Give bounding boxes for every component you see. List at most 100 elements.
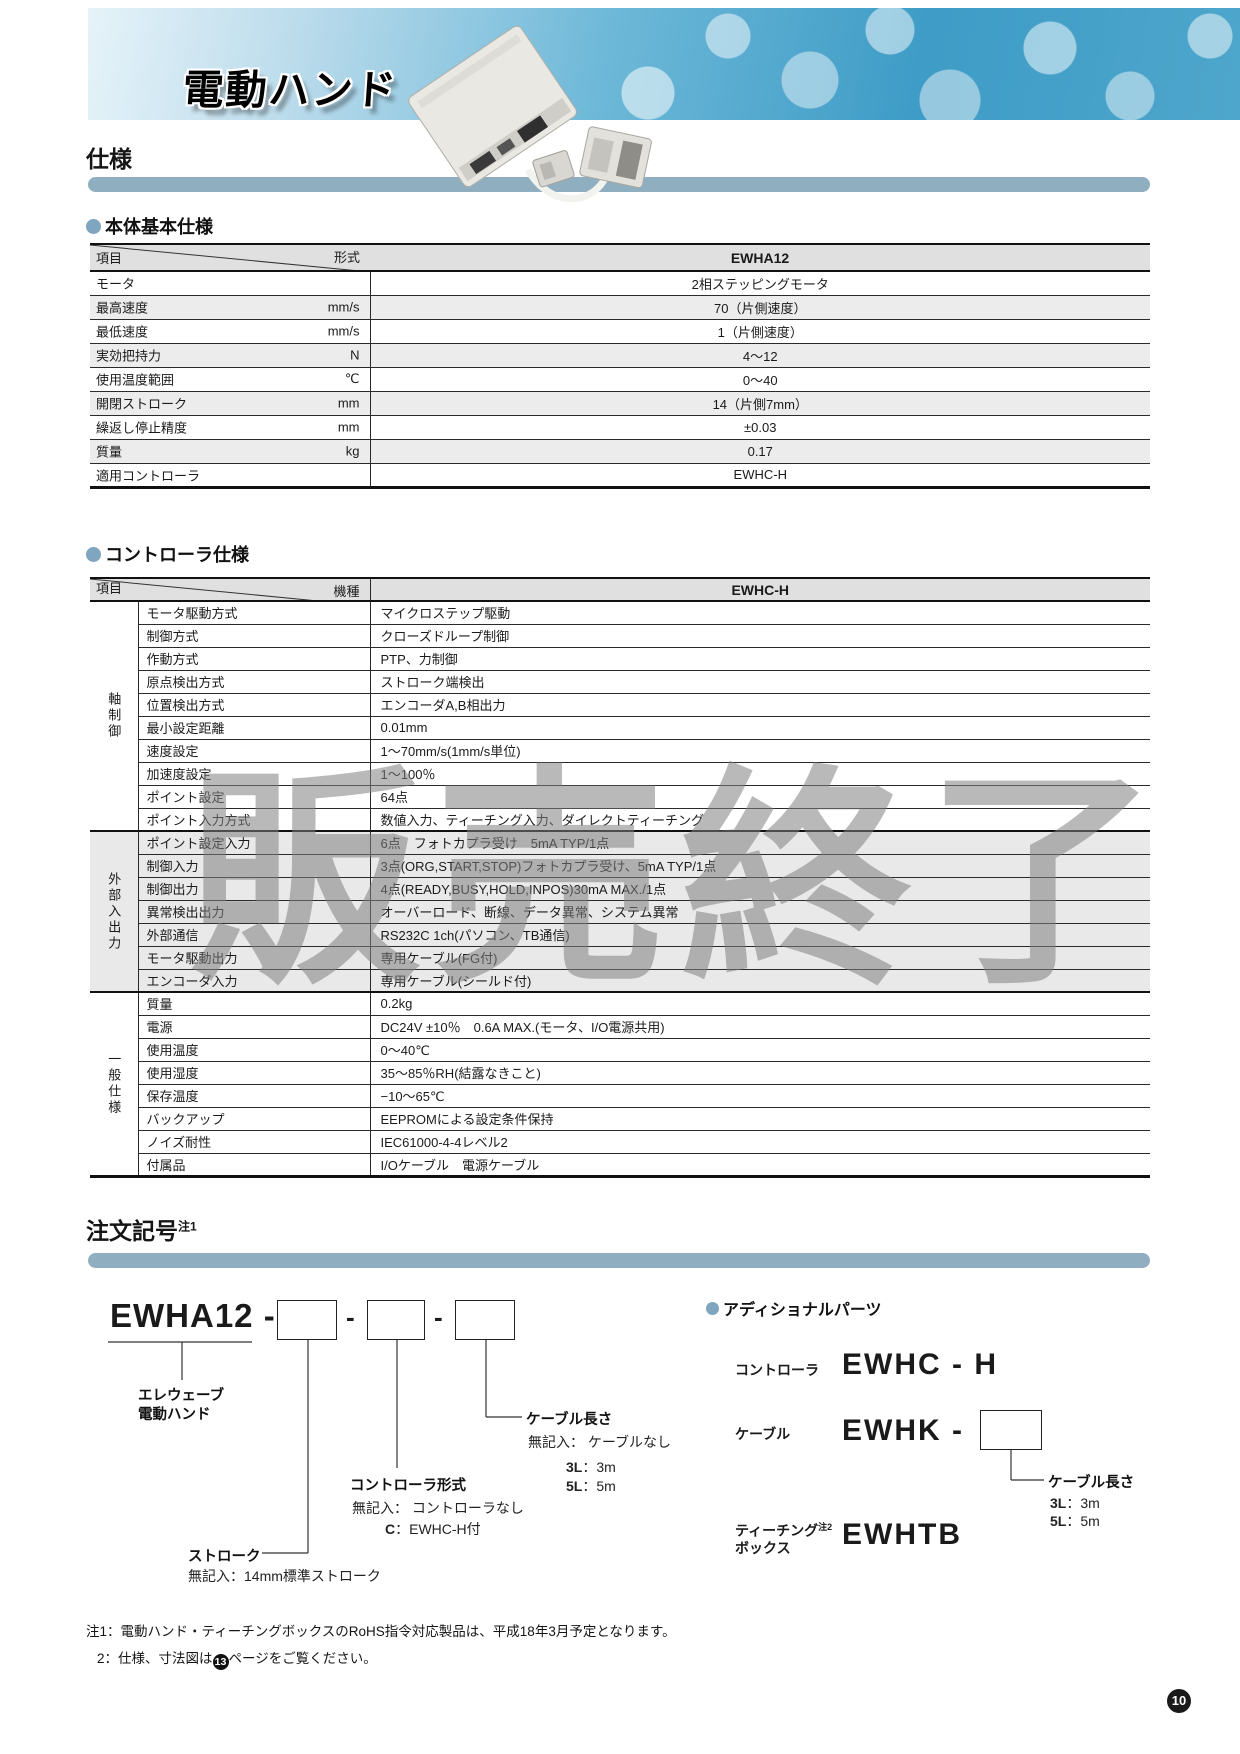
table-row: ポイント設定 64点 (90, 784, 1150, 808)
row-value: 専用ケーブル(FG付) (370, 945, 1150, 969)
cable-option-5l: 5L：5m (566, 1476, 616, 1496)
table-row: 制御出力 4点(READY,BUSY,HOLD,INPOS)30mA MAX./1… (90, 876, 1150, 900)
option-value: ： ケーブルなし (570, 1434, 672, 1450)
row-label: 最低速度 (96, 324, 149, 340)
row-label: 使用温度範囲 (96, 372, 175, 388)
controller-option-title: コントローラ形式 (350, 1478, 466, 1494)
option-value: ：5m (1066, 1513, 1100, 1529)
footnote-2: 2：仕様、寸法図は 13 ページをご覧ください。 (97, 1647, 377, 1670)
row-label: 作動方式 (138, 646, 371, 670)
order-code-heading-label: 注文記号 (86, 1218, 178, 1244)
controller-spec-heading: コントローラ仕様 (86, 541, 249, 567)
order-code-dash: - (346, 1302, 355, 1332)
ap-cable-length-box (980, 1410, 1042, 1450)
row-value: クローズドループ制御 (370, 623, 1150, 647)
row-label: ポイント入力方式 (138, 807, 371, 831)
row-value: 64点 (370, 784, 1150, 808)
stroke-option-text: 無記入：14mm標準ストローク (188, 1568, 381, 1584)
table-row: 位置検出方式 エンコーダA,B相出力 (90, 692, 1150, 716)
row-unit: N (350, 347, 360, 363)
row-label: 異常検出出力 (138, 899, 371, 923)
row-value: 1～70mm/s(1mm/s単位) (370, 738, 1150, 762)
header-banner: 電動ハンド (88, 8, 1240, 203)
row-value: マイクロステップ駆動 (370, 600, 1150, 624)
row-label: 開閉ストローク (96, 396, 188, 412)
row-value: −10～65℃ (370, 1083, 1150, 1107)
table-row: 質量 kg 0.17 (90, 438, 1150, 463)
row-value: 専用ケーブル(シールド付) (370, 968, 1150, 992)
group-label-axis: 軸制御 (90, 600, 139, 831)
order-code-heading-note: 注1 (178, 1219, 197, 1234)
row-value: ±0.03 (369, 414, 1150, 439)
table-row: 最低速度 mm/s 1（片側速度） (90, 318, 1150, 343)
table-row: 作動方式 PTP、力制御 (90, 646, 1150, 670)
additional-parts-heading: アディショナルパーツ (706, 1296, 882, 1320)
controller-spec-heading-label: コントローラ仕様 (105, 545, 249, 565)
option-key: C (385, 1521, 396, 1537)
row-value: ストローク端検出 (370, 669, 1150, 693)
row-label: 質量 (138, 991, 371, 1015)
row-label: エンコーダ入力 (138, 968, 371, 992)
basic-spec-heading: 本体基本仕様 (86, 213, 213, 239)
row-value: IEC61000-4-4レベル2 (370, 1129, 1150, 1153)
table-row: 外部入出力 ポイント設定入力 6点 フォトカプラ受け 5mA TYP/1点 (90, 830, 1150, 992)
basic-spec-heading-label: 本体基本仕様 (105, 217, 213, 237)
row-label: 使用湿度 (138, 1060, 371, 1084)
table-row: 一般仕様 質量 0.2kg (90, 991, 1150, 1176)
row-value: PTP、力制御 (370, 646, 1150, 670)
header-item-cell: 項目 形式 (90, 244, 370, 272)
option-value: ：5m (582, 1478, 616, 1494)
ap-cable-label: ケーブル (735, 1426, 791, 1442)
option-key: 3L (566, 1459, 583, 1475)
row-value: EWHC-H (369, 462, 1150, 487)
table-row: 電源 DC24V ±10％ 0.6A MAX.(モータ、I/O電源共用) (90, 1014, 1150, 1038)
row-label: バックアップ (138, 1106, 371, 1130)
row-label: ポイント設定 (138, 784, 371, 808)
row-label: 最高速度 (96, 300, 149, 316)
row-value: 14（片側7mm） (369, 390, 1150, 415)
row-label: 繰返し停止精度 (96, 420, 188, 436)
table-row: 付属品 I/Oケーブル 電源ケーブル (90, 1152, 1150, 1176)
table-row: モータ駆動出力 専用ケーブル(FG付) (90, 945, 1150, 969)
option-key: 無記入 (352, 1500, 394, 1516)
group-label-general: 一般仕様 (90, 991, 139, 1176)
option-key: 5L (1050, 1513, 1067, 1529)
row-value: 0～40℃ (370, 1037, 1150, 1061)
table-row: 開閉ストローク mm 14（片側7mm） (90, 390, 1150, 415)
row-label: 速度設定 (138, 738, 371, 762)
series-label-line1: エレウェーブ (138, 1388, 225, 1404)
table-row: 速度設定 1～70mm/s(1mm/s単位) (90, 738, 1150, 762)
table-row: 原点検出方式 ストローク端検出 (90, 669, 1150, 693)
footnote-1: 注1：電動ハンド・ティーチングボックスのRoHS指令対応製品は、平成18年3月予… (86, 1624, 676, 1639)
order-code-box-cable (455, 1300, 515, 1340)
table-row: 実効把持力 N 4～12 (90, 342, 1150, 367)
row-label: モータ駆動方式 (138, 600, 371, 624)
ap-teaching-label-line2: ボックス (735, 1540, 791, 1556)
row-value: 2相ステッピングモータ (369, 270, 1150, 295)
row-label: 制御方式 (138, 623, 371, 647)
header-model-label: 形式 (333, 250, 360, 265)
row-value: 0.01mm (370, 715, 1150, 739)
row-value: 数値入力、ティーチング入力、ダイレクトティーチング (370, 807, 1150, 831)
order-code-box-stroke (277, 1300, 337, 1340)
row-value: 3点(ORG,START,STOP)フォトカプラ受け、5mA TYP/1点 (370, 853, 1150, 877)
row-value: オーバーロード、断線、データ異常、システム異常 (370, 899, 1150, 923)
footnote-2-pre: 2：仕様、寸法図は (97, 1651, 213, 1666)
header-item-label: 項目 (96, 251, 123, 266)
table-row: 繰返し停止精度 mm ±0.03 (90, 414, 1150, 439)
row-label: ノイズ耐性 (138, 1129, 371, 1153)
cable-option-title: ケーブル長さ (526, 1412, 613, 1428)
controller-option-blank: 無記入： コントローラなし (352, 1498, 524, 1518)
row-label: モータ (96, 276, 136, 292)
row-unit: mm (337, 419, 360, 435)
header-item-label: 項目 (96, 581, 123, 596)
row-unit: mm/s (327, 323, 360, 339)
ap-controller-code: EWHC - H (842, 1348, 998, 1381)
row-unit: kg (345, 443, 360, 459)
ap-teaching-code: EWHTB (842, 1518, 962, 1551)
order-code-box-controller (367, 1300, 425, 1340)
row-value: RS232C 1ch(パソコン、TB通信) (370, 922, 1150, 946)
row-label: 電源 (138, 1014, 371, 1038)
row-value: 0.17 (369, 438, 1150, 463)
row-value: エンコーダA,B相出力 (370, 692, 1150, 716)
